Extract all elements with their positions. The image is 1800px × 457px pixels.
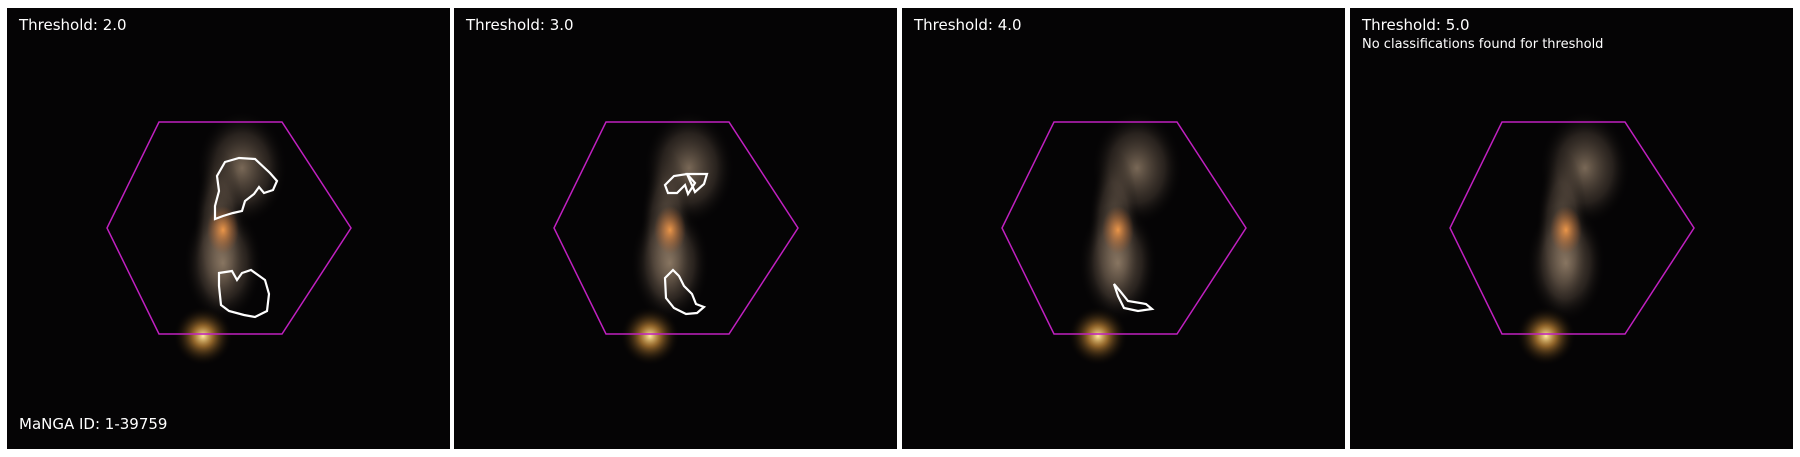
manga-id-label: MaNGA ID: 1-39759 xyxy=(19,415,167,433)
galaxy-core xyxy=(1102,206,1134,254)
galaxy-image xyxy=(454,8,897,449)
galaxy-image xyxy=(902,8,1345,449)
galaxy-core xyxy=(1550,206,1582,254)
foreground-star xyxy=(1068,306,1128,366)
galaxy-image xyxy=(7,8,450,449)
threshold-label: Threshold: 3.0 xyxy=(466,16,574,34)
threshold-label: Threshold: 2.0 xyxy=(19,16,127,34)
image-panel-threshold-4: Threshold: 4.0 xyxy=(902,8,1345,449)
foreground-star xyxy=(173,306,233,366)
threshold-label: Threshold: 5.0 xyxy=(1362,16,1470,34)
threshold-label: Threshold: 4.0 xyxy=(914,16,1022,34)
foreground-star xyxy=(620,306,680,366)
image-panel-threshold-2: Threshold: 2.0 MaNGA ID: 1-39759 xyxy=(7,8,450,449)
galaxy-image xyxy=(1350,8,1793,449)
galaxy-core xyxy=(654,206,686,254)
image-panel-threshold-5: Threshold: 5.0 No classifications found … xyxy=(1350,8,1793,449)
no-classifications-note: No classifications found for threshold xyxy=(1362,37,1603,52)
image-panel-threshold-3: Threshold: 3.0 xyxy=(454,8,897,449)
foreground-star xyxy=(1516,306,1576,366)
